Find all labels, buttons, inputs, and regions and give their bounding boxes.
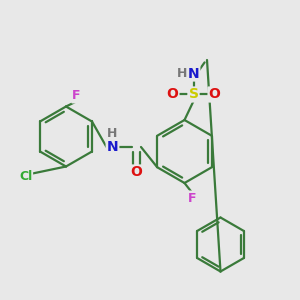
- Text: H: H: [177, 67, 188, 80]
- Text: N: N: [188, 67, 199, 80]
- Text: O: O: [208, 88, 220, 101]
- Text: S: S: [188, 88, 199, 101]
- Text: O: O: [130, 166, 142, 179]
- Text: N: N: [107, 140, 118, 154]
- Text: F: F: [188, 191, 196, 205]
- Text: H: H: [107, 127, 118, 140]
- Text: O: O: [167, 88, 178, 101]
- Text: Cl: Cl: [19, 170, 32, 184]
- Text: F: F: [72, 89, 81, 103]
